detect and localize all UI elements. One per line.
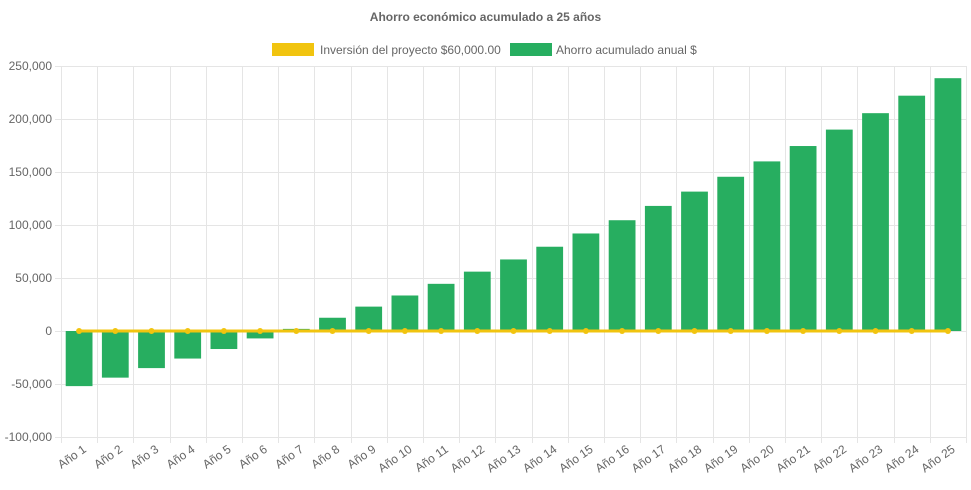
line-point xyxy=(763,328,770,334)
line-point xyxy=(76,328,83,334)
y-tick-label: 250,000 xyxy=(9,59,53,73)
bar xyxy=(463,271,491,331)
y-tick-label: 0 xyxy=(45,324,52,338)
bar xyxy=(65,331,93,387)
x-tick-label: Año 6 xyxy=(236,442,270,472)
bar xyxy=(934,78,962,331)
x-tick-label: Año 19 xyxy=(701,442,740,475)
line-point xyxy=(184,328,191,334)
bar xyxy=(572,233,600,331)
bar xyxy=(210,331,238,350)
x-tick-label: Año 3 xyxy=(128,442,162,472)
x-tick-label: Año 8 xyxy=(309,442,343,472)
bar xyxy=(427,283,455,331)
bar xyxy=(717,176,745,331)
line-point xyxy=(148,328,155,334)
line-point xyxy=(872,328,879,334)
x-tick-label: Año 18 xyxy=(665,442,704,475)
line-point xyxy=(401,328,408,334)
line-point xyxy=(546,328,553,334)
legend-swatch xyxy=(272,43,314,56)
bar xyxy=(536,246,564,331)
y-tick-label: 150,000 xyxy=(9,165,53,179)
line-point xyxy=(727,328,734,334)
bar xyxy=(862,113,889,331)
line-point xyxy=(944,328,951,334)
line-point xyxy=(220,328,227,334)
line-point xyxy=(257,328,264,334)
chart-title: Ahorro económico acumulado a 25 años xyxy=(370,10,602,24)
y-axis: 250,000 200,000 150,000 100,000 50,000 0 -50,0… xyxy=(5,59,53,444)
line-point xyxy=(474,328,481,334)
bar xyxy=(319,317,346,331)
bar xyxy=(789,146,817,331)
line-point xyxy=(800,328,807,334)
bar xyxy=(644,205,672,331)
line-point xyxy=(619,328,626,334)
bar xyxy=(246,331,274,339)
line-point xyxy=(908,328,915,334)
x-tick-label: Año 11 xyxy=(412,442,451,475)
line-point xyxy=(112,328,119,334)
line-point xyxy=(836,328,843,334)
bar xyxy=(355,306,383,331)
x-tick-label: Año 2 xyxy=(91,442,125,472)
line-point xyxy=(655,328,662,334)
legend-label: Ahorro acumulado anual $ xyxy=(556,43,697,57)
line-point xyxy=(438,328,445,334)
y-tick-label: -50,000 xyxy=(11,377,52,391)
bar xyxy=(138,331,165,369)
x-tick-label: Año 7 xyxy=(272,442,306,472)
x-tick-label: Año 1 xyxy=(55,442,89,472)
x-tick-label: Año 9 xyxy=(345,442,379,472)
bar xyxy=(681,191,708,331)
bar xyxy=(101,331,129,378)
x-tick-label: Año 17 xyxy=(629,442,668,475)
x-tick-label: Año 4 xyxy=(164,442,198,472)
x-tick-label: Año 22 xyxy=(810,442,849,475)
x-tick-label: Año 23 xyxy=(846,442,885,475)
y-tick-label: 50,000 xyxy=(15,271,52,285)
line-point xyxy=(691,328,698,334)
x-tick-label: Año 14 xyxy=(520,442,559,475)
chart-legend: Inversión del proyecto $60,000.00 Ahorro … xyxy=(272,43,697,57)
y-tick-label: 200,000 xyxy=(9,112,53,126)
x-tick-label: Año 15 xyxy=(556,442,595,475)
line-series xyxy=(76,328,951,334)
legend-swatch xyxy=(510,43,552,56)
y-tick-label: 100,000 xyxy=(9,218,53,232)
x-tick-label: Año 24 xyxy=(882,442,921,475)
line-point xyxy=(582,328,589,334)
legend-label: Inversión del proyecto $60,000.00 xyxy=(320,43,501,57)
line-point xyxy=(293,328,300,334)
line-point xyxy=(329,328,336,334)
line-point xyxy=(510,328,517,334)
bar xyxy=(898,95,926,332)
bar xyxy=(391,295,419,331)
x-tick-label: Año 20 xyxy=(737,442,776,475)
bar xyxy=(608,220,636,331)
y-tick-label: -100,000 xyxy=(5,430,53,444)
bar xyxy=(174,331,202,359)
x-tick-label: Año 21 xyxy=(774,442,813,475)
x-tick-label: Año 12 xyxy=(448,442,487,475)
x-tick-label: Año 10 xyxy=(375,442,414,475)
x-tick-label: Año 13 xyxy=(484,442,523,475)
x-tick-label: Año 25 xyxy=(918,442,957,475)
x-tick-label: Año 16 xyxy=(593,442,632,475)
x-tick-label: Año 5 xyxy=(200,442,234,472)
bar xyxy=(500,259,527,331)
bar xyxy=(825,129,853,331)
bar xyxy=(753,161,781,331)
line-point xyxy=(365,328,372,334)
bar-series xyxy=(65,78,962,387)
x-axis: Año 1 Año 2 Año 3 Año 4 Año 5 Año 6 Año 7 Año 8… xyxy=(55,442,958,475)
